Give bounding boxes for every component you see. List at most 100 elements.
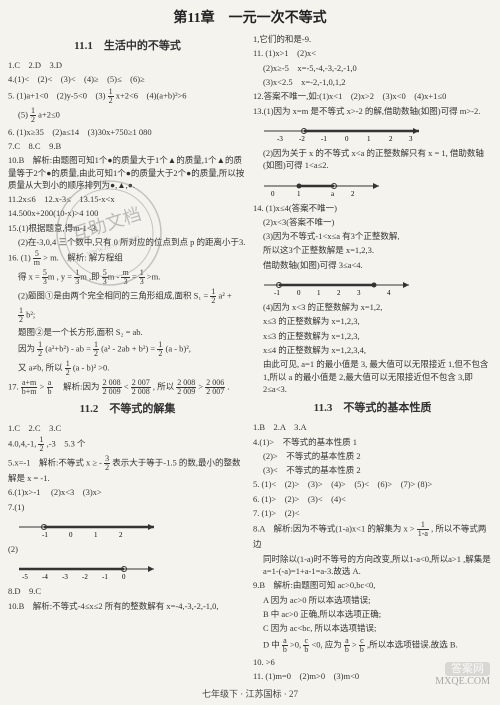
number-line: -1012 bbox=[14, 517, 241, 539]
svg-text:0: 0 bbox=[69, 531, 73, 539]
answer-line: 借助数轴(如图)可得 3≤a<4. bbox=[253, 259, 492, 271]
answer-line: 4.0,4,-1, 12 ,-3 5.3 个 bbox=[8, 436, 247, 453]
fraction: 12 bbox=[30, 107, 36, 124]
answer-line: 6. (1)x≥35 (2)a≤14 (3)30x+750≥1 080 bbox=[8, 126, 247, 138]
answer-line: A 因为 ac>0 所以本选项错误; bbox=[253, 594, 492, 606]
answer-line: 由此可见, a=1 的最小值是 3, 最大值可以无限接近 1,但不包含 1,所以… bbox=[253, 358, 492, 395]
text: a² + bbox=[219, 291, 232, 301]
watermark: 答案网 MXQE.COM bbox=[435, 662, 490, 687]
fraction: m3 bbox=[121, 269, 129, 286]
answer-line: 10.B 解析:不等式-4≤x≤2 所有的整数解有 x=-4,-3,-2,-1,… bbox=[8, 600, 247, 612]
text: 5.x=-1 解析:不等式 x ≥ - bbox=[8, 457, 102, 467]
svg-text:-5: -5 bbox=[22, 573, 28, 581]
fraction: 53 bbox=[102, 269, 108, 286]
svg-text:1: 1 bbox=[367, 135, 371, 143]
text: (2)题图①是由两个完全相同的三角形组成,面积 S₁ = bbox=[18, 291, 208, 301]
answer-line: 17. a+mb+m > ab 解析:因为 2 0082 009 < 2 007… bbox=[8, 379, 247, 396]
fraction: 11-a bbox=[417, 521, 429, 538]
answer-line: (2)题图①是由两个完全相同的三角形组成,面积 S₁ = 12 a² + bbox=[8, 288, 247, 305]
svg-text:0: 0 bbox=[122, 573, 126, 581]
watermark-url: MXQE.COM bbox=[435, 676, 490, 687]
text: 得 x = bbox=[18, 272, 40, 282]
svg-text:a: a bbox=[331, 190, 335, 198]
answer-line: 同时除以(1-a)时不等号的方向改变,所以1-a<0,所以a>1 ,解集是 a=… bbox=[253, 553, 492, 578]
answer-line: 1.C 2.D 3.D bbox=[8, 59, 247, 71]
answer-line: x≤3 的正整数解为 x=1,2,3, bbox=[253, 330, 492, 342]
fraction: a+mb+m bbox=[21, 379, 38, 396]
text: 因为 bbox=[18, 343, 35, 353]
text: , 所以 bbox=[153, 381, 174, 391]
svg-text:3: 3 bbox=[357, 289, 361, 297]
text: ,-3 5.3 个 bbox=[47, 438, 86, 448]
answer-line: 7.C 8.C 9.B bbox=[8, 140, 247, 152]
svg-text:-1: -1 bbox=[274, 289, 280, 297]
section-11-2-title: 11.2 不等式的解集 bbox=[8, 402, 247, 418]
fraction: ab bbox=[282, 637, 288, 654]
text: D 中 bbox=[263, 639, 280, 649]
answer-line: (5) 12 a+2≤0 bbox=[8, 107, 247, 124]
text: = bbox=[132, 272, 137, 282]
fraction: 12 bbox=[38, 436, 44, 453]
answer-line: 7. (1)> (2)< bbox=[253, 507, 492, 519]
page-footer: 七年级下 · 江苏国标 · 27 bbox=[0, 684, 500, 705]
text: 又 a≠b, 所以 bbox=[18, 362, 63, 372]
text: a+2≤0 bbox=[38, 109, 60, 119]
answer-line: 11.2x≤6 12.x-3≤ 13.15-x<x bbox=[8, 193, 247, 205]
svg-text:0: 0 bbox=[345, 135, 349, 143]
fraction: 12 bbox=[157, 341, 163, 358]
svg-text:-2: -2 bbox=[82, 573, 88, 581]
answer-line: 11. (1)x>1 (2)x< bbox=[253, 47, 492, 59]
answer-line: 4.(1)< (2)< (3)< (4)≥ (5)≤ (6)≥ bbox=[8, 73, 247, 85]
answer-line: 1.B 2.A 3.A bbox=[253, 421, 492, 433]
text: (a²+b²) - ab = bbox=[45, 343, 91, 353]
answer-line: 9.B 解析:由题图可知 ac>0,bc<0, bbox=[253, 579, 492, 591]
answer-line: 8.D 9.C bbox=[8, 585, 247, 597]
fraction: 53 bbox=[42, 269, 48, 286]
text: 8.A 解析:因为不等式(1-a)x<1 的解集为 x > bbox=[253, 524, 415, 534]
number-line: 01a2 bbox=[259, 176, 486, 198]
answer-line: 1.C 2.C 3.C bbox=[8, 422, 247, 434]
text: 17. bbox=[8, 381, 21, 391]
answer-line: 题图②是一个长方形,面积 S₂ = ab. bbox=[8, 326, 247, 338]
svg-text:-4: -4 bbox=[42, 573, 48, 581]
answer-line: 14.500x+200(10-x)>4 100 bbox=[8, 207, 247, 219]
answer-line: 所以这3个正整数解是 x=1,2,3. bbox=[253, 244, 492, 256]
text: (a² - 2ab + b²) = bbox=[101, 343, 155, 353]
text: ,所以本选项错误.故选 B. bbox=[367, 639, 458, 649]
answer-line: C 因为 ac<bc, 所以本选项错误; bbox=[253, 622, 492, 634]
fraction: 2 0082 009 bbox=[102, 379, 122, 396]
svg-text:2: 2 bbox=[389, 135, 393, 143]
fraction: cb bbox=[303, 637, 309, 654]
left-column: 11.1 生活中的不等式 1.C 2.D 3.D 4.(1)< (2)< (3)… bbox=[8, 33, 247, 684]
text: 解析:因为 bbox=[63, 381, 99, 391]
answer-line: x≤3 的正整数解为 x=1,2,3, bbox=[253, 315, 492, 327]
answer-line: 6.(1)x>-1 (2)x<3 (3)x> bbox=[8, 486, 247, 498]
fraction: 2 0062 007 bbox=[205, 379, 225, 396]
fraction: 32 bbox=[104, 455, 110, 472]
section-11-1-title: 11.1 生活中的不等式 bbox=[8, 39, 247, 55]
fraction: 12 bbox=[37, 341, 43, 358]
svg-text:-1: -1 bbox=[321, 135, 327, 143]
answer-line: 5. (1)a+1<0 (2)y-5<0 (3) 12 x+2<6 (4)(a+… bbox=[8, 88, 247, 105]
answer-line: 5. (1)< (2)> (3)> (4)> (5)< (6)> (7)> (8… bbox=[253, 478, 492, 490]
answer-line: 得 x = 53m , y = 13m ,即 53m - m3 = 13 >m. bbox=[8, 269, 247, 286]
text: ,即 bbox=[89, 272, 100, 282]
answer-line: 4.(1)> 不等式的基本性质 1 bbox=[253, 436, 492, 448]
svg-text:2: 2 bbox=[119, 531, 123, 539]
svg-text:1: 1 bbox=[94, 531, 98, 539]
section-11-3-title: 11.3 不等式的基本性质 bbox=[253, 401, 492, 417]
answer-line: (2)x<3(答案不唯一) bbox=[253, 216, 492, 228]
answer-line: 因为 12 (a²+b²) - ab = 12 (a² - 2ab + b²) … bbox=[8, 341, 247, 358]
answer-line: 5.x=-1 解析:不等式 x ≥ - 32 表示大于等于-1.5 的数,最小的… bbox=[8, 455, 247, 484]
text: x+2<6 (4)(a+b)²>6 bbox=[116, 90, 187, 100]
answer-line: 12 b²; bbox=[8, 307, 247, 324]
text: (a - b)² >0. bbox=[73, 362, 110, 372]
fraction: 13 bbox=[139, 269, 145, 286]
answer-line: 1,它们的和是-9. bbox=[253, 33, 492, 45]
answer-line: (3)< 不等式的基本性质 2 bbox=[253, 464, 492, 476]
content-columns: 11.1 生活中的不等式 1.C 2.D 3.D 4.(1)< (2)< (3)… bbox=[0, 33, 500, 684]
text: >m. bbox=[147, 272, 161, 282]
fraction: 12 bbox=[65, 360, 71, 377]
text: 4.0,4,-1, bbox=[8, 438, 36, 448]
answer-line: 15.(1)根据题意,得m-1<3. bbox=[8, 222, 247, 234]
